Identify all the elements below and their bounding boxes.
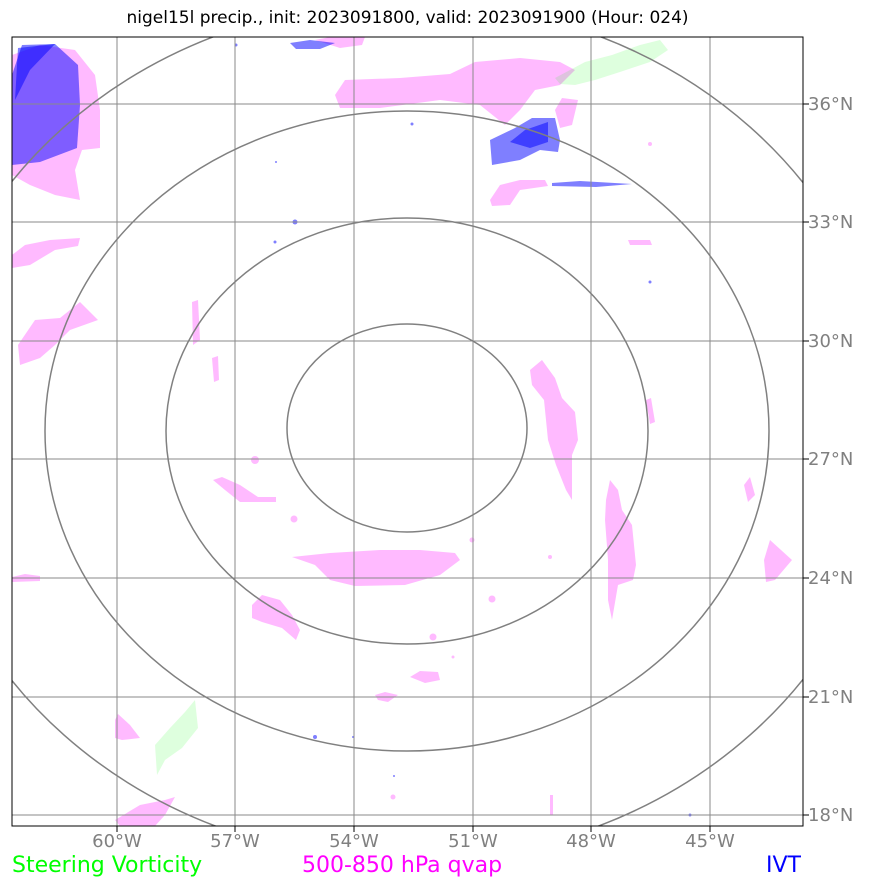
lat-label-27n: 27°N: [808, 449, 853, 470]
lon-label-45w: 45°W: [685, 831, 735, 852]
lon-label-48w: 48°W: [566, 831, 616, 852]
lon-label-51w: 51°W: [448, 831, 498, 852]
lat-label-30n: 30°N: [808, 331, 853, 352]
range-ring-outer: [44, 110, 770, 752]
range-rings: [12, 37, 803, 826]
legend-qvap: 500-850 hPa qvap: [302, 853, 503, 878]
range-ring-inner: [286, 323, 528, 533]
lat-label-18n: 18°N: [808, 805, 853, 826]
lon-label-57w: 57°W: [210, 831, 260, 852]
vorticity-shading: [155, 40, 668, 775]
ivt-shading: [12, 40, 692, 817]
legend-steering-vorticity: Steering Vorticity: [12, 853, 203, 878]
lat-label-36n: 36°N: [808, 94, 853, 115]
legend-ivt: IVT: [766, 853, 801, 878]
map-frame: [11, 36, 804, 827]
qvap-shading: [12, 37, 792, 826]
lon-label-60w: 60°W: [92, 831, 142, 852]
range-ring-middle: [165, 217, 649, 645]
map-title: nigel15l precip., init: 2023091800, vali…: [126, 8, 689, 28]
graticule: [12, 37, 803, 826]
lat-label-33n: 33°N: [808, 212, 853, 233]
lat-label-21n: 21°N: [808, 687, 853, 708]
lon-label-54w: 54°W: [329, 831, 379, 852]
lat-label-24n: 24°N: [808, 568, 853, 589]
